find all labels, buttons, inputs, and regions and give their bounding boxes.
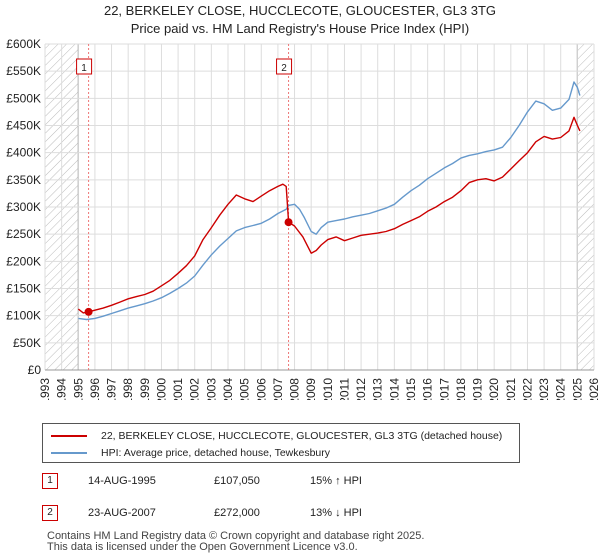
x-tick-label: 1994 bbox=[55, 378, 69, 400]
x-tick-label: 2001 bbox=[171, 378, 185, 400]
y-tick-label: £0 bbox=[28, 363, 42, 377]
x-tick-label: 1997 bbox=[105, 378, 119, 400]
legend-label-property: 22, BERKELEY CLOSE, HUCCLECOTE, GLOUCEST… bbox=[101, 430, 503, 442]
y-tick-label: £550K bbox=[6, 64, 41, 78]
x-tick-label: 2012 bbox=[354, 378, 368, 400]
x-tick-label: 2017 bbox=[437, 378, 451, 400]
price-chart: 1 2 £0 £50K £100K £150K £200K £250K £300K £350K £… bbox=[6, 37, 600, 400]
y-tick-label: £450K bbox=[6, 119, 41, 133]
legend-label-hpi: HPI: Average price, detached house, Tewk… bbox=[101, 447, 331, 459]
y-tick-label: £600K bbox=[6, 37, 41, 51]
transaction-hpi-diff: 13% ↓ HPI bbox=[310, 507, 362, 519]
transaction-number-badge: 1 bbox=[42, 473, 58, 489]
y-tick-label: £300K bbox=[6, 200, 41, 214]
legend-swatch-hpi bbox=[51, 452, 87, 454]
x-tick-label: 2024 bbox=[554, 378, 568, 400]
x-tick-label: 2022 bbox=[520, 378, 534, 400]
x-tick-label: 2008 bbox=[288, 378, 302, 400]
sale-label: 1 bbox=[81, 63, 87, 74]
legend-item-property: 22, BERKELEY CLOSE, HUCCLECOTE, GLOUCEST… bbox=[51, 430, 502, 442]
transaction-price: £272,000 bbox=[214, 507, 260, 519]
y-tick-label: £200K bbox=[6, 254, 41, 268]
x-tick-label: 1999 bbox=[138, 378, 152, 400]
sale-label-box bbox=[276, 58, 293, 75]
chart-subtitle: Price paid vs. HM Land Registry's House … bbox=[130, 21, 470, 36]
y-tick-label: £250K bbox=[6, 227, 41, 241]
legend-item-hpi: HPI: Average price, detached house, Tewk… bbox=[51, 447, 330, 459]
x-tick-label: 2020 bbox=[487, 378, 501, 400]
transaction-number-badge: 2 bbox=[42, 505, 58, 521]
x-tick-label: 2014 bbox=[387, 378, 401, 400]
x-tick-label: 2010 bbox=[321, 378, 335, 400]
x-tick-label: 2015 bbox=[404, 378, 418, 400]
y-tick-label: £50K bbox=[13, 336, 41, 350]
x-tick-label: 1995 bbox=[71, 378, 85, 400]
y-tick-label: £500K bbox=[6, 91, 41, 105]
x-tick-label: 2006 bbox=[254, 378, 268, 400]
x-tick-label: 1993 bbox=[38, 378, 52, 400]
hpi-line bbox=[78, 81, 581, 321]
legend-swatch-property bbox=[51, 435, 87, 437]
footer-attribution: Contains HM Land Registry data © Crown c… bbox=[47, 531, 424, 553]
y-tick-label: £100K bbox=[6, 309, 41, 323]
x-tick-label: 2007 bbox=[271, 378, 285, 400]
transaction-hpi-diff: 15% ↑ HPI bbox=[310, 475, 362, 487]
y-tick-label: £150K bbox=[6, 282, 41, 296]
x-tick-label: 2004 bbox=[221, 378, 235, 400]
x-tick-label: 2002 bbox=[188, 378, 202, 400]
y-tick-label: £350K bbox=[6, 173, 41, 187]
x-tick-label: 2025 bbox=[570, 378, 584, 400]
x-tick-label: 2016 bbox=[421, 378, 435, 400]
x-tick-label: 2019 bbox=[471, 378, 485, 400]
transaction-date: 14-AUG-1995 bbox=[88, 475, 156, 487]
footer-licence: This data is licensed under the Open Gov… bbox=[47, 541, 358, 553]
footer-copyright: Contains HM Land Registry data © Crown c… bbox=[47, 530, 425, 542]
x-tick-label: 2023 bbox=[537, 378, 551, 400]
x-tick-label: 2009 bbox=[304, 378, 318, 400]
x-tick-label: 2003 bbox=[204, 378, 218, 400]
x-tick-label: 1996 bbox=[88, 378, 102, 400]
chart-title-address: 22, BERKELEY CLOSE, HUCCLECOTE, GLOUCEST… bbox=[103, 3, 497, 18]
y-tick-label: £400K bbox=[6, 146, 41, 160]
x-tick-label: 2013 bbox=[371, 378, 385, 400]
x-tick-label: 2005 bbox=[238, 378, 252, 400]
sale-point bbox=[284, 218, 293, 227]
transaction-date: 23-AUG-2007 bbox=[88, 507, 156, 519]
x-tick-label: 2011 bbox=[337, 378, 351, 400]
transaction-price: £107,050 bbox=[214, 475, 260, 487]
x-tick-label: 2021 bbox=[504, 378, 518, 400]
x-tick-label: 2018 bbox=[454, 378, 468, 400]
x-tick-label: 2000 bbox=[154, 378, 168, 400]
sale-label-box bbox=[76, 58, 93, 75]
sale-label: 2 bbox=[281, 63, 287, 74]
property-price-line bbox=[77, 116, 581, 314]
chart-legend: 22, BERKELEY CLOSE, HUCCLECOTE, GLOUCEST… bbox=[42, 423, 520, 463]
sale-point bbox=[84, 307, 93, 316]
x-tick-label: 2026 bbox=[587, 378, 600, 400]
x-tick-label: 1998 bbox=[121, 378, 135, 400]
